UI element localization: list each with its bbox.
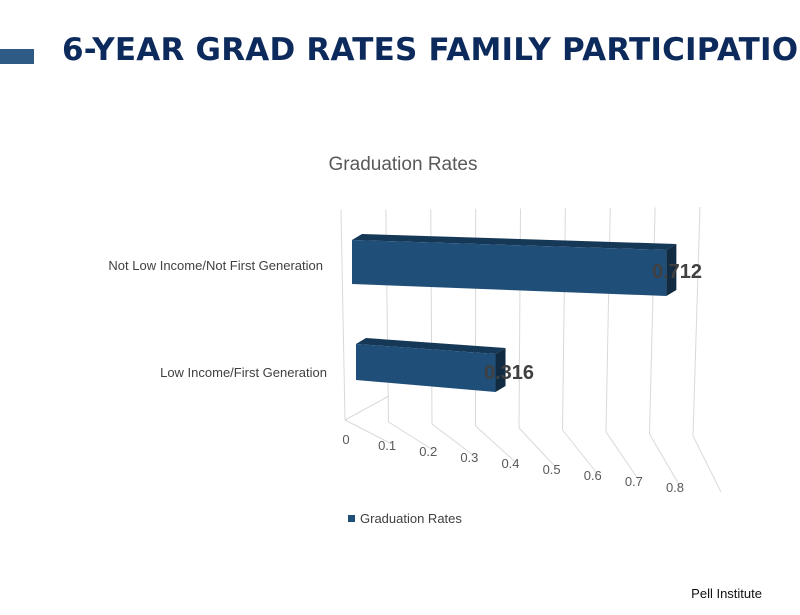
- source-note: Pell Institute: [691, 586, 762, 601]
- title-accent-bar: [0, 49, 34, 64]
- axis-floor-edge: [344, 395, 390, 421]
- x-tick-label: 0.7: [625, 474, 643, 489]
- bar-top-face: [356, 338, 506, 354]
- gridline-floor: [692, 435, 722, 493]
- category-labels: Not Low Income/Not First Generation Low I…: [108, 258, 327, 380]
- data-label: 0.712: [652, 261, 702, 283]
- gridline-floor: [518, 427, 557, 469]
- gridline-vertical: [340, 209, 346, 421]
- data-label: 0.316: [484, 362, 534, 384]
- bar: [352, 234, 677, 296]
- bar: [356, 338, 506, 392]
- gridline-floor: [649, 433, 681, 487]
- category-label: Low Income/First Generation: [160, 365, 327, 380]
- legend-label: Graduation Rates: [360, 511, 462, 526]
- gridline-floor: [562, 429, 599, 475]
- x-tick-label: 0.5: [543, 462, 561, 477]
- gridline-floor: [388, 421, 434, 451]
- x-tick-label: 0.1: [378, 438, 396, 453]
- bar-end-face: [666, 244, 677, 296]
- slide-title: 6-YEAR GRAD RATES FAMILY PARTICIPATION: [62, 32, 800, 68]
- gridline-floor: [605, 431, 640, 481]
- x-tick-label: 0.8: [666, 480, 684, 495]
- legend-swatch: [348, 515, 355, 522]
- gridline-floor: [431, 423, 475, 457]
- chart-title: Graduation Rates: [329, 154, 478, 175]
- x-tick-label: 0.6: [584, 468, 602, 483]
- bar-front-face: [352, 240, 667, 296]
- chart-legend: Graduation Rates: [348, 511, 462, 526]
- gridline-vertical: [649, 207, 656, 435]
- x-tick-label: 0.2: [419, 444, 437, 459]
- bar-end-face: [495, 348, 506, 392]
- category-label: Not Low Income/Not First Generation: [108, 258, 323, 273]
- gridline-floor: [475, 425, 516, 463]
- gridline-vertical: [605, 207, 611, 433]
- gridline-vertical: [692, 206, 701, 437]
- x-tick-label: 0.3: [460, 450, 478, 465]
- bar-top-face: [352, 234, 677, 250]
- x-tick-label: 0.4: [501, 456, 519, 471]
- bar-front-face: [356, 344, 496, 392]
- x-axis-ticks: 0 0.1 0.2 0.3 0.4 0.5 0.6 0.7 0.8: [342, 432, 684, 495]
- data-labels: 0.712 0.316: [484, 261, 702, 384]
- gridline-floor: [344, 419, 393, 445]
- x-tick-label: 0: [342, 432, 349, 447]
- chart-bars: [352, 234, 677, 392]
